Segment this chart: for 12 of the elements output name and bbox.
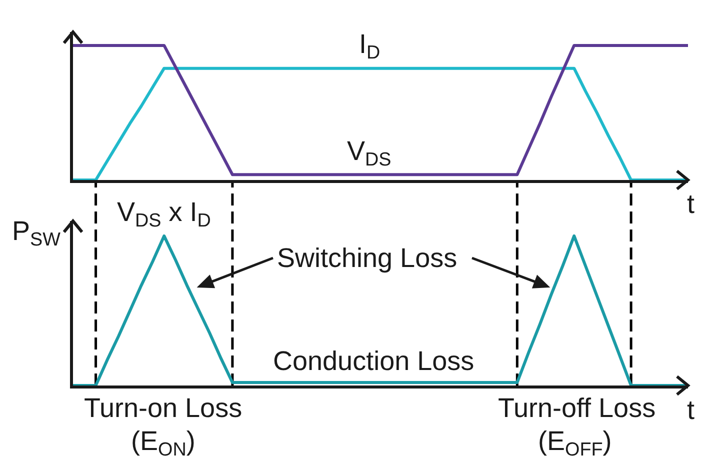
text: Turn-on Loss xyxy=(84,393,242,423)
text: (E$_{ON}$) xyxy=(131,426,196,461)
series-label: I$_{D}$ xyxy=(359,29,380,64)
y-axis-title: P$_{SW}$ xyxy=(12,216,61,251)
x-axis-title: t xyxy=(687,189,695,219)
x-axis-title: t xyxy=(687,395,695,425)
annotation: Conduction Loss xyxy=(273,346,474,376)
annotation: Switching Loss xyxy=(277,243,458,273)
series-label: V$_{DS}$ x I$_{D}$ xyxy=(117,197,211,232)
series-label: V$_{DS}$ xyxy=(347,136,392,171)
text: (E$_{OFF}$) xyxy=(538,426,612,461)
text: Turn-off Loss xyxy=(498,393,656,423)
